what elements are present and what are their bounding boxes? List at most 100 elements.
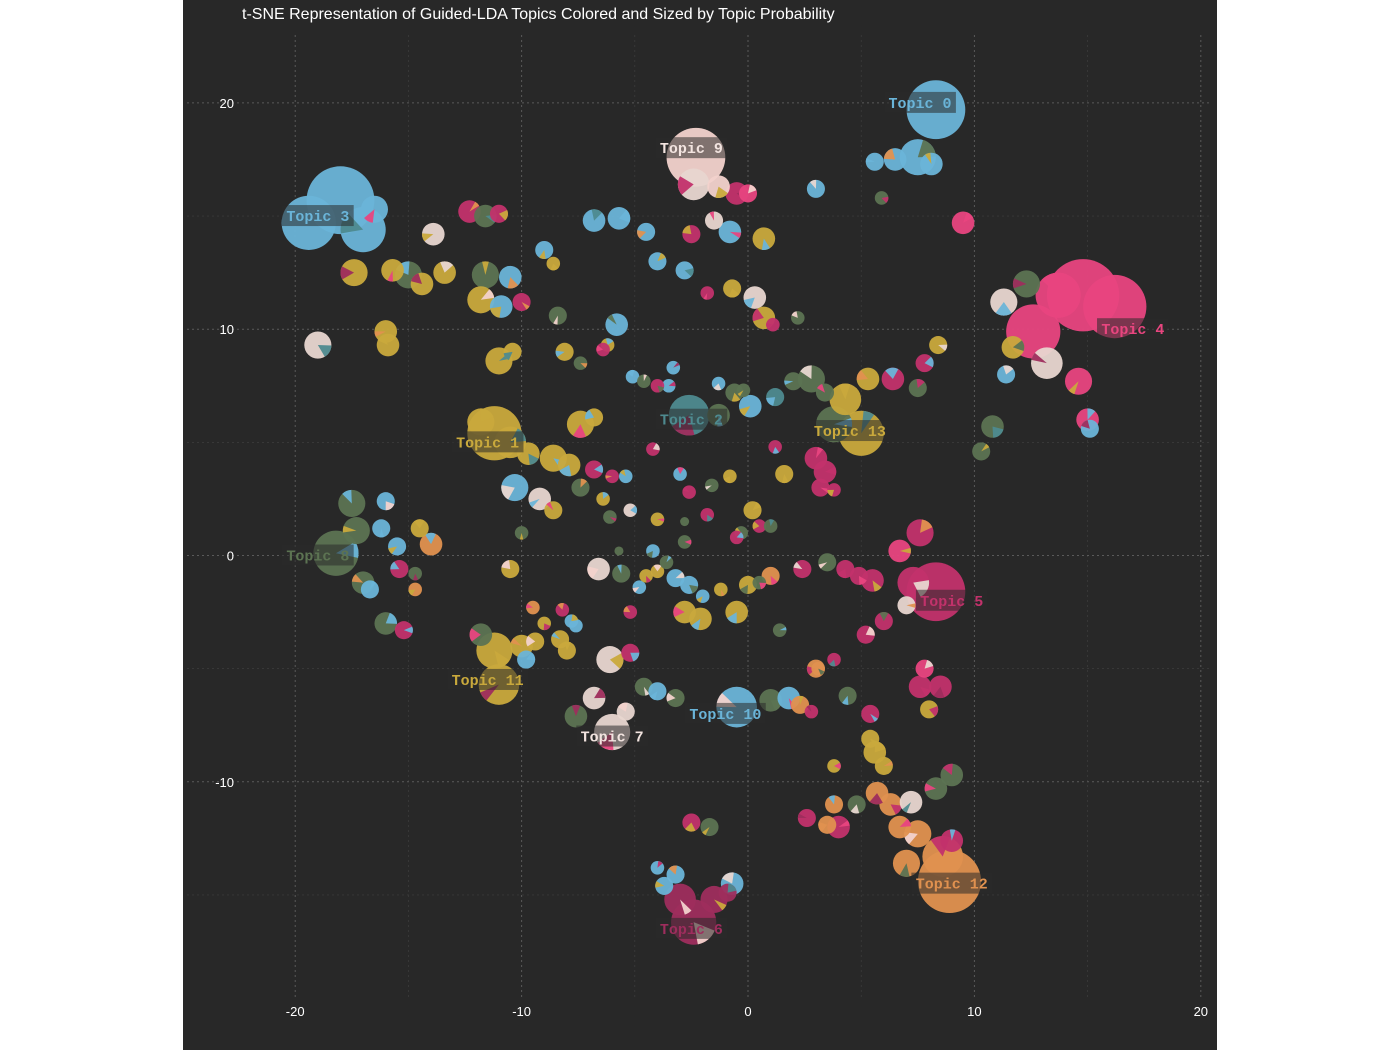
- point-marker: [650, 512, 665, 527]
- point-slice: [797, 813, 807, 819]
- point-marker: [650, 564, 665, 579]
- topic-label: Topic 12: [916, 877, 988, 894]
- point-slice: [865, 157, 875, 163]
- topic-label: Topic 4: [1101, 322, 1164, 339]
- point-slice: [374, 331, 386, 337]
- topic-label-box: [281, 205, 354, 227]
- point-slice: [596, 345, 604, 352]
- point-slice: [731, 392, 741, 402]
- topic-label: Topic 1: [456, 435, 519, 452]
- point-slice: [870, 738, 879, 747]
- point-marker: [526, 632, 545, 651]
- point-slice: [594, 464, 604, 474]
- point-slice: [902, 802, 912, 813]
- point-slice: [469, 628, 481, 642]
- point-slice: [707, 514, 713, 522]
- point-slice: [899, 863, 910, 877]
- point-slice: [677, 467, 684, 475]
- point-slice: [890, 804, 902, 815]
- point-slice: [728, 288, 740, 298]
- point-slice: [933, 686, 945, 699]
- point-slice: [1031, 352, 1047, 364]
- point-slice: [920, 519, 933, 533]
- point-slice: [580, 363, 588, 368]
- point-slice: [817, 383, 825, 393]
- point-slice: [818, 821, 828, 833]
- topic-label: Topic 6: [660, 922, 723, 939]
- point-slice: [585, 409, 595, 420]
- point-slice: [799, 695, 804, 705]
- point-slice: [713, 383, 722, 391]
- point-slice: [770, 575, 778, 585]
- point-slice: [507, 277, 519, 289]
- point-slice: [668, 381, 676, 387]
- point-slice: [317, 345, 332, 357]
- point-marker: [614, 546, 624, 556]
- point-slice: [503, 351, 513, 361]
- point-marker: [881, 367, 905, 391]
- point-slice: [883, 148, 896, 160]
- point-slice: [885, 367, 899, 379]
- point-slice: [655, 881, 665, 888]
- point-slice: [737, 390, 744, 397]
- point-marker: [818, 553, 837, 572]
- chart-title: t-SNE Representation of Guided-LDA Topic…: [242, 6, 835, 23]
- point-marker: [791, 695, 810, 714]
- point-slice: [573, 424, 586, 438]
- point-slice: [709, 211, 715, 221]
- point-slice: [740, 584, 748, 594]
- point-marker: [680, 517, 690, 527]
- point-slice: [607, 314, 617, 325]
- point-slice: [899, 547, 911, 554]
- point-slice: [440, 261, 454, 273]
- point-slice: [571, 614, 579, 622]
- point-slice: [528, 453, 539, 465]
- point-slice: [653, 564, 662, 572]
- point-slice: [387, 270, 393, 282]
- point-slice: [834, 762, 841, 770]
- x-tick-label: 20: [1194, 1004, 1208, 1019]
- point-slice: [689, 584, 699, 594]
- point-slice: [587, 566, 599, 579]
- topic-label-box: [1097, 318, 1169, 340]
- point-slice: [369, 580, 377, 590]
- point-slice: [705, 485, 712, 490]
- y-tick-label: -10: [215, 775, 234, 790]
- point-slice: [682, 225, 692, 235]
- point-slice: [501, 560, 511, 570]
- point-slice: [342, 525, 357, 533]
- point-slice: [605, 475, 613, 479]
- point-marker: [360, 580, 379, 599]
- point-slice: [519, 532, 524, 540]
- point-marker: [929, 336, 948, 355]
- point-marker: [775, 464, 794, 484]
- point-slice: [510, 638, 522, 647]
- point-marker: [422, 222, 445, 246]
- point-slice: [870, 713, 878, 722]
- topic-label: Topic 7: [581, 730, 644, 747]
- point-slice: [673, 606, 685, 618]
- point-marker: [498, 265, 522, 289]
- point-slice: [723, 476, 731, 484]
- point-slice: [850, 804, 860, 814]
- point-slice: [924, 783, 936, 792]
- point-marker: [824, 795, 844, 814]
- point-slice: [539, 249, 546, 260]
- topic-label: Topic 2: [660, 413, 723, 430]
- point-slice: [904, 832, 918, 845]
- point-slice: [408, 589, 416, 596]
- point-slice: [379, 528, 385, 538]
- point-slice: [480, 289, 495, 300]
- point-slice: [883, 761, 893, 766]
- point-slice: [377, 334, 389, 346]
- point-slice: [842, 695, 849, 705]
- point-slice: [736, 532, 744, 539]
- point-slice: [385, 501, 395, 511]
- point-slice: [677, 176, 694, 195]
- point-slice: [748, 184, 757, 194]
- point-marker: [585, 460, 604, 479]
- point-slice: [981, 443, 990, 452]
- point-slice: [469, 201, 480, 212]
- point-marker: [526, 600, 540, 615]
